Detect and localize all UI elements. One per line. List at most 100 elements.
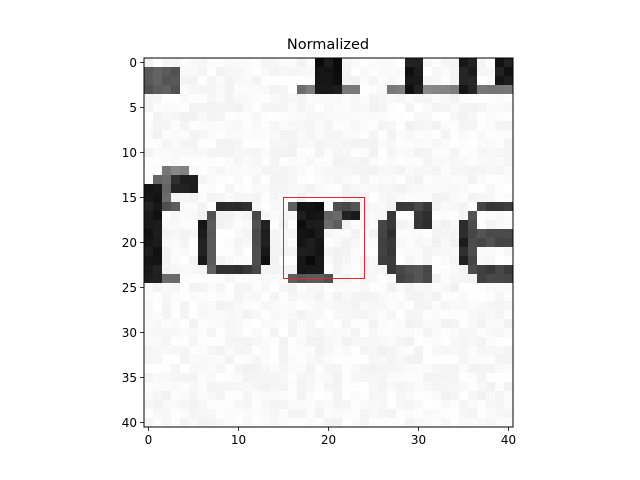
heatmap-cell — [270, 382, 280, 392]
heatmap-cell — [270, 112, 280, 122]
heatmap-cell — [171, 112, 181, 122]
heatmap-cell — [180, 229, 190, 239]
heatmap-cell — [252, 328, 262, 338]
heatmap-cell — [261, 202, 271, 212]
heatmap-cell — [306, 418, 316, 428]
heatmap-cell — [252, 274, 262, 284]
heatmap-cell — [423, 112, 433, 122]
heatmap-cell — [468, 112, 478, 122]
heatmap-cell — [162, 202, 172, 212]
heatmap-cell — [414, 184, 424, 194]
heatmap-cell — [225, 202, 235, 212]
heatmap-cell — [441, 364, 451, 374]
heatmap-cell — [144, 400, 154, 410]
heatmap-cell — [261, 229, 271, 239]
heatmap-cell — [378, 328, 388, 338]
heatmap-cell — [207, 238, 217, 248]
heatmap-cell — [459, 103, 469, 113]
heatmap-cell — [405, 157, 415, 167]
heatmap-cell — [486, 220, 496, 230]
heatmap-cell — [153, 184, 163, 194]
heatmap-cell — [495, 130, 505, 140]
heatmap-cell — [495, 382, 505, 392]
heatmap-cell — [225, 157, 235, 167]
heatmap-cell — [207, 409, 217, 419]
heatmap-cell — [261, 85, 271, 95]
heatmap-cell — [279, 373, 289, 383]
heatmap-cell — [288, 238, 298, 248]
heatmap-cell — [324, 265, 334, 275]
heatmap-cell — [297, 373, 307, 383]
heatmap-cell — [261, 355, 271, 365]
heatmap-cell — [189, 166, 199, 176]
heatmap-cell — [189, 265, 199, 275]
heatmap-cell — [144, 373, 154, 383]
heatmap-cell — [306, 202, 316, 212]
heatmap-cell — [180, 193, 190, 203]
heatmap-cell — [189, 67, 199, 77]
heatmap-cell — [432, 328, 442, 338]
heatmap-cell — [243, 265, 253, 275]
heatmap-cell — [351, 67, 361, 77]
heatmap-cell — [360, 346, 370, 356]
heatmap-cell — [306, 166, 316, 176]
heatmap-cell — [207, 85, 217, 95]
heatmap-cell — [333, 211, 343, 221]
heatmap-cell — [225, 76, 235, 86]
heatmap-cell — [432, 58, 442, 68]
heatmap-cell — [477, 292, 487, 302]
heatmap-cell — [351, 229, 361, 239]
heatmap-cell — [324, 256, 334, 266]
heatmap-cell — [405, 85, 415, 95]
heatmap-cell — [234, 409, 244, 419]
heatmap-cell — [450, 382, 460, 392]
heatmap-cell — [477, 328, 487, 338]
heatmap-cell — [495, 76, 505, 86]
heatmap-cell — [315, 148, 325, 158]
heatmap-cell — [243, 103, 253, 113]
heatmap-cell — [495, 319, 505, 329]
heatmap-cell — [450, 58, 460, 68]
heatmap-cell — [252, 94, 262, 104]
heatmap-cell — [441, 103, 451, 113]
heatmap-cell — [450, 94, 460, 104]
heatmap-cell — [198, 382, 208, 392]
heatmap-cell — [279, 121, 289, 131]
heatmap-cell — [351, 283, 361, 293]
heatmap-cell — [153, 274, 163, 284]
heatmap-cell — [378, 238, 388, 248]
heatmap-cell — [387, 256, 397, 266]
heatmap-cell — [180, 409, 190, 419]
heatmap-cell — [225, 247, 235, 257]
heatmap-cell — [432, 121, 442, 131]
heatmap-cell — [432, 346, 442, 356]
heatmap-cell — [405, 247, 415, 257]
heatmap-cell — [369, 157, 379, 167]
heatmap-cell — [252, 103, 262, 113]
heatmap-cell — [468, 76, 478, 86]
heatmap-cell — [153, 328, 163, 338]
heatmap-cell — [504, 121, 514, 131]
heatmap-cell — [198, 157, 208, 167]
heatmap-cell — [504, 148, 514, 158]
heatmap-cell — [423, 184, 433, 194]
heatmap-cell — [171, 85, 181, 95]
heatmap-cell — [369, 193, 379, 203]
heatmap-cell — [486, 166, 496, 176]
heatmap-cell — [279, 103, 289, 113]
heatmap-cell — [414, 400, 424, 410]
heatmap-cell — [369, 400, 379, 410]
heatmap-cell — [261, 319, 271, 329]
heatmap-cell — [153, 211, 163, 221]
heatmap-cell — [468, 229, 478, 239]
y-tick-label: 30 — [122, 326, 137, 340]
heatmap-cell — [162, 382, 172, 392]
heatmap-cell — [306, 382, 316, 392]
heatmap-cell — [171, 256, 181, 266]
heatmap-cell — [495, 355, 505, 365]
heatmap-cell — [450, 355, 460, 365]
heatmap-cell — [360, 400, 370, 410]
heatmap-cell — [216, 301, 226, 311]
heatmap-cell — [441, 175, 451, 185]
heatmap-cell — [162, 94, 172, 104]
